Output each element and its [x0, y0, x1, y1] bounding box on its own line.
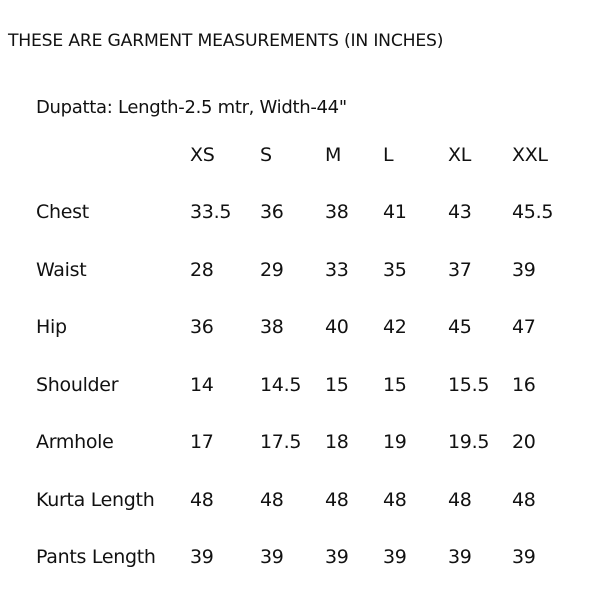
- measurement-cell: 48: [325, 488, 349, 511]
- measurement-cell: 48: [448, 488, 472, 511]
- measurement-cell: 39: [512, 546, 536, 568]
- measurement-cell: 47: [512, 316, 536, 338]
- measurement-cell: 19.5: [448, 431, 490, 453]
- measurement-cell: 39: [383, 546, 407, 568]
- measurement-cell: 28: [190, 258, 214, 281]
- measurement-cell: 43: [448, 201, 472, 223]
- measurement-cell: 37: [448, 258, 472, 281]
- size-header: M: [325, 144, 342, 166]
- row-label: Kurta Length: [36, 488, 155, 511]
- row-label: Armhole: [36, 431, 114, 453]
- measurement-cell: 48: [260, 488, 284, 511]
- measurement-cell: 16: [512, 373, 536, 396]
- measurement-cell: 39: [512, 258, 536, 281]
- measurement-cell: 39: [190, 546, 214, 568]
- size-header: XS: [190, 144, 215, 166]
- measurement-cell: 42: [383, 316, 407, 338]
- row-label: Pants Length: [36, 546, 156, 568]
- row-label: Hip: [36, 316, 67, 338]
- size-header: S: [260, 144, 272, 166]
- size-header: XL: [448, 144, 472, 166]
- measurement-cell: 33: [325, 258, 349, 281]
- measurement-cell: 18: [325, 431, 349, 453]
- measurement-cell: 48: [383, 488, 407, 511]
- measurement-cell: 45.5: [512, 201, 554, 223]
- measurement-cell: 15: [383, 373, 407, 396]
- measurement-cell: 48: [190, 488, 214, 511]
- measurement-cell: 40: [325, 316, 349, 338]
- measurement-cell: 29: [260, 258, 284, 281]
- size-header: L: [383, 144, 394, 166]
- measurement-cell: 33.5: [190, 201, 232, 223]
- measurement-cell: 39: [448, 546, 472, 568]
- measurement-cell: 17.5: [260, 431, 302, 453]
- measurement-cell: 48: [512, 488, 536, 511]
- measurement-cell: 41: [383, 201, 407, 223]
- row-label: Chest: [36, 201, 89, 223]
- row-label: Waist: [36, 258, 87, 281]
- measurement-cell: 19: [383, 431, 407, 453]
- measurement-cell: 14.5: [260, 373, 302, 396]
- measurement-cell: 20: [512, 431, 536, 453]
- measurement-cell: 15.5: [448, 373, 490, 396]
- size-header: XXL: [512, 144, 548, 166]
- measurement-cell: 36: [260, 201, 284, 223]
- measurement-cell: 38: [325, 201, 349, 223]
- measurement-cell: 35: [383, 258, 407, 281]
- dupatta-note: Dupatta: Length-2.5 mtr, Width-44": [36, 97, 347, 118]
- measurement-cell: 39: [325, 546, 349, 568]
- measurement-cell: 38: [260, 316, 284, 338]
- page-title: THESE ARE GARMENT MEASUREMENTS (IN INCHE…: [8, 31, 444, 51]
- measurement-cell: 36: [190, 316, 214, 338]
- measurement-cell: 39: [260, 546, 284, 568]
- measurement-cell: 17: [190, 431, 214, 453]
- row-label: Shoulder: [36, 373, 119, 396]
- measurement-cell: 14: [190, 373, 214, 396]
- measurement-cell: 45: [448, 316, 472, 338]
- measurement-cell: 15: [325, 373, 349, 396]
